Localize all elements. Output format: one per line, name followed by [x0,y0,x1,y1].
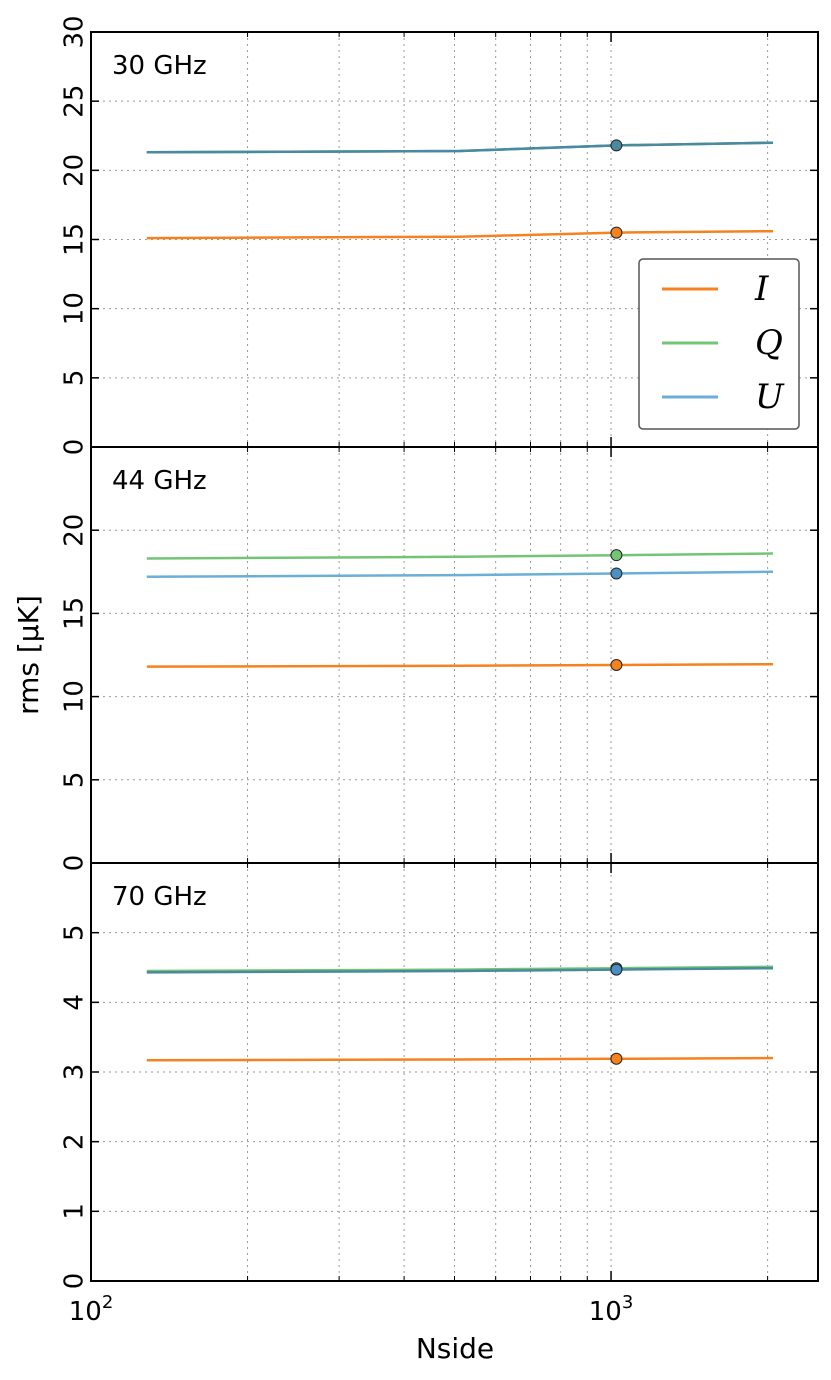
y-tick-label: 4 [60,994,90,1011]
y-tick-label: 5 [60,924,90,941]
x-axis-label: Nside [416,1332,494,1365]
x-tick-label: 103 [589,1292,634,1327]
legend-label-U: U [755,377,785,417]
y-tick-label: 10 [60,292,90,325]
x-tick-exponent: 3 [622,1292,633,1313]
legend-label-Q: Q [755,323,783,363]
series-line-U [146,966,774,974]
marker-Q [610,549,623,562]
series-line-U [146,570,774,579]
legend: IQU [638,258,800,430]
y-tick-label: 2 [60,1133,90,1150]
marker-U [610,139,623,152]
y-tick-label: 1 [60,1203,90,1220]
marker-I [610,226,623,239]
panel-0: 0 5 10 15 20 25 30 30 GHz [60,15,819,455]
x-tick-base: 10 [589,1297,622,1327]
x-tick-exponent: 2 [102,1292,113,1313]
legend-box [638,258,800,430]
series-line-Q [146,552,774,560]
y-tick-label: 15 [60,223,90,256]
y-tick-label: 5 [60,772,90,789]
y-tick-label: 20 [60,154,90,187]
y-tick-label: 25 [60,85,90,118]
panel-label: 30 GHz [112,51,207,81]
panel-label: 44 GHz [112,466,207,496]
panel-label: 70 GHz [112,882,207,912]
marker-U [610,963,623,976]
series-line-I [146,1056,774,1062]
y-tick-label: 5 [60,370,90,387]
series-line-U [146,141,774,154]
y-tick-label: 3 [60,1064,90,1081]
x-tick-label: 102 [69,1292,114,1327]
series-line-I [146,229,774,240]
y-tick-label: 0 [60,439,90,456]
y-tick-label: 0 [60,855,90,872]
y-tick-label: 15 [60,597,90,630]
y-axis-label: rms [μK] [12,595,45,715]
marker-I [610,1052,623,1065]
y-tick-label: 0 [60,1273,90,1290]
legend-label-I: I [754,269,769,309]
marker-U [610,567,623,580]
y-tick-label: 10 [60,680,90,713]
y-tick-label: 20 [60,514,90,547]
series-line-Q [146,965,774,973]
y-tick-label: 30 [60,15,90,48]
series-line-I [146,662,774,668]
panel-frame [90,446,819,864]
panel-2: 0 1 2 3 4 5 70 GHz [60,862,819,1290]
x-tick-base: 10 [69,1297,102,1327]
marker-I [610,658,623,671]
panel-1: 0 5 10 15 20 44 GHz [60,446,819,872]
